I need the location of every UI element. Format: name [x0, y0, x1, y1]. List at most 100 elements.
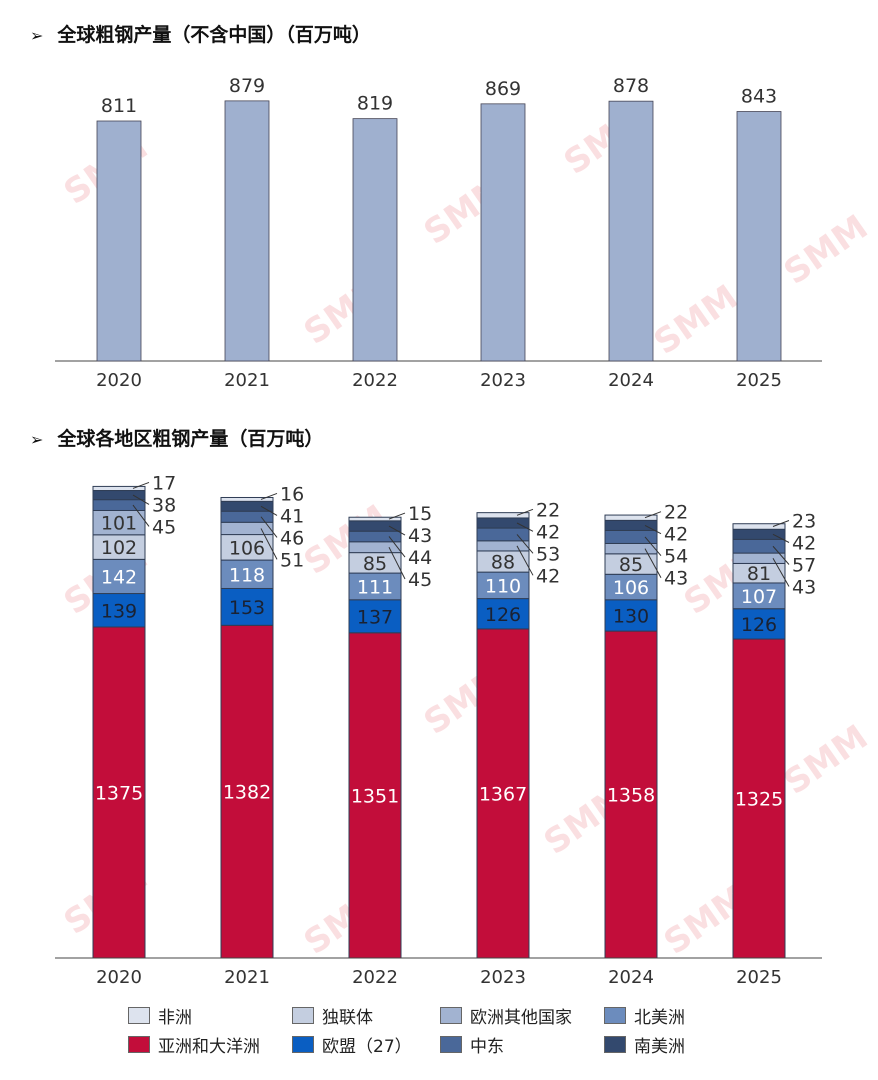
x-tick-label: 2020 — [96, 967, 142, 988]
leader-line — [644, 536, 662, 557]
data-label: 42 — [536, 565, 560, 587]
leader-line — [644, 524, 662, 535]
title-text: 全球粗钢产量（不含中国）（百万吨） — [57, 24, 371, 46]
legend-label: 南美洲 — [634, 1037, 685, 1057]
bar-segment — [92, 485, 146, 492]
bar-segment — [476, 512, 530, 519]
bar-segment — [220, 496, 274, 502]
bar-segment — [732, 552, 786, 564]
data-label: 142 — [101, 566, 137, 588]
bar-segment — [476, 628, 530, 959]
leader-line — [388, 546, 406, 580]
bar-segment — [92, 626, 146, 959]
bar-segment — [348, 572, 402, 601]
data-label: 130 — [613, 605, 649, 627]
bar-segment — [732, 608, 786, 640]
bar-segment — [604, 573, 658, 601]
x-tick-label: 2023 — [480, 370, 526, 391]
legend-swatch — [604, 1007, 626, 1024]
chart-title-2: ➢ 全球各地区粗钢产量（百万吨） — [30, 424, 323, 451]
bar-segment — [348, 632, 402, 959]
x-tick-label: 2024 — [608, 370, 654, 391]
leader-line — [772, 533, 790, 543]
bar-segment — [732, 523, 786, 530]
leader-line — [388, 536, 406, 558]
leader-line — [772, 545, 790, 565]
data-label: 46 — [280, 527, 304, 549]
legend-label: 非洲 — [158, 1008, 192, 1028]
x-tick-label: 2021 — [224, 370, 270, 391]
legend-label: 独联体 — [322, 1008, 373, 1028]
leader-line — [516, 545, 534, 576]
data-label: 139 — [101, 600, 137, 622]
x-tick-label: 2022 — [352, 967, 398, 988]
bar-segment — [92, 490, 146, 501]
legend-swatch — [440, 1036, 462, 1053]
legend-swatch — [292, 1036, 314, 1053]
bar-segment — [220, 521, 274, 536]
x-tick-label: 2023 — [480, 967, 526, 988]
bar-segment — [348, 520, 402, 532]
data-label: 44 — [408, 547, 432, 569]
data-label: 111 — [357, 576, 393, 598]
bar-segment — [220, 510, 274, 523]
bar-segment — [92, 499, 146, 511]
data-label: 38 — [152, 494, 176, 516]
bar-segment — [220, 559, 274, 589]
bar-segment — [604, 514, 658, 521]
bar-segment — [348, 516, 402, 522]
leader-line — [132, 504, 150, 527]
data-label: 153 — [229, 597, 265, 619]
leader-line — [260, 528, 278, 560]
bar-segment — [732, 638, 786, 959]
legend-label: 亚洲和大洋洲 — [158, 1037, 260, 1057]
data-label: 869 — [485, 78, 521, 100]
data-label: 45 — [408, 569, 432, 591]
data-label: 51 — [280, 549, 304, 571]
data-label: 42 — [664, 524, 688, 546]
data-label: 102 — [101, 537, 137, 559]
bar-segment — [604, 599, 658, 632]
data-label: 1351 — [351, 785, 399, 807]
title-text: 全球各地区粗钢产量（百万吨） — [57, 428, 324, 450]
leader-line — [644, 548, 662, 578]
data-label: 137 — [357, 606, 393, 628]
data-label: 23 — [792, 510, 816, 532]
leader-line — [516, 534, 534, 554]
x-tick-label: 2020 — [96, 370, 142, 391]
legend-item: 欧洲其他国家 — [440, 1003, 572, 1028]
leader-line — [772, 520, 790, 527]
data-label: 43 — [408, 525, 432, 547]
data-label: 88 — [491, 552, 515, 574]
bar — [480, 103, 526, 362]
data-label: 811 — [101, 95, 137, 117]
bar — [224, 100, 270, 362]
bar-segment — [732, 528, 786, 540]
leader-line — [260, 505, 278, 516]
bar-segment — [476, 571, 530, 600]
bar-segment — [476, 517, 530, 529]
legend-item: 南美洲 — [604, 1032, 685, 1057]
leader-line — [260, 492, 278, 500]
data-label: 126 — [485, 604, 521, 626]
leader-line — [516, 522, 534, 532]
leader-line — [644, 511, 662, 519]
legend-item: 非洲 — [128, 1003, 192, 1028]
data-label: 879 — [229, 75, 265, 97]
data-label: 106 — [229, 537, 265, 559]
legend-swatch — [604, 1036, 626, 1053]
x-tick-label: 2021 — [224, 967, 270, 988]
leader-line — [388, 512, 406, 520]
bar — [96, 120, 142, 362]
data-label: 85 — [619, 554, 643, 576]
data-label: 43 — [664, 568, 688, 590]
bar-segment — [220, 534, 274, 561]
data-label: 85 — [363, 553, 387, 575]
legend-label: 欧盟（27） — [322, 1037, 412, 1057]
data-label: 42 — [536, 521, 560, 543]
legend-swatch — [128, 1036, 150, 1053]
data-label: 16 — [280, 483, 304, 505]
data-label: 107 — [741, 586, 777, 608]
